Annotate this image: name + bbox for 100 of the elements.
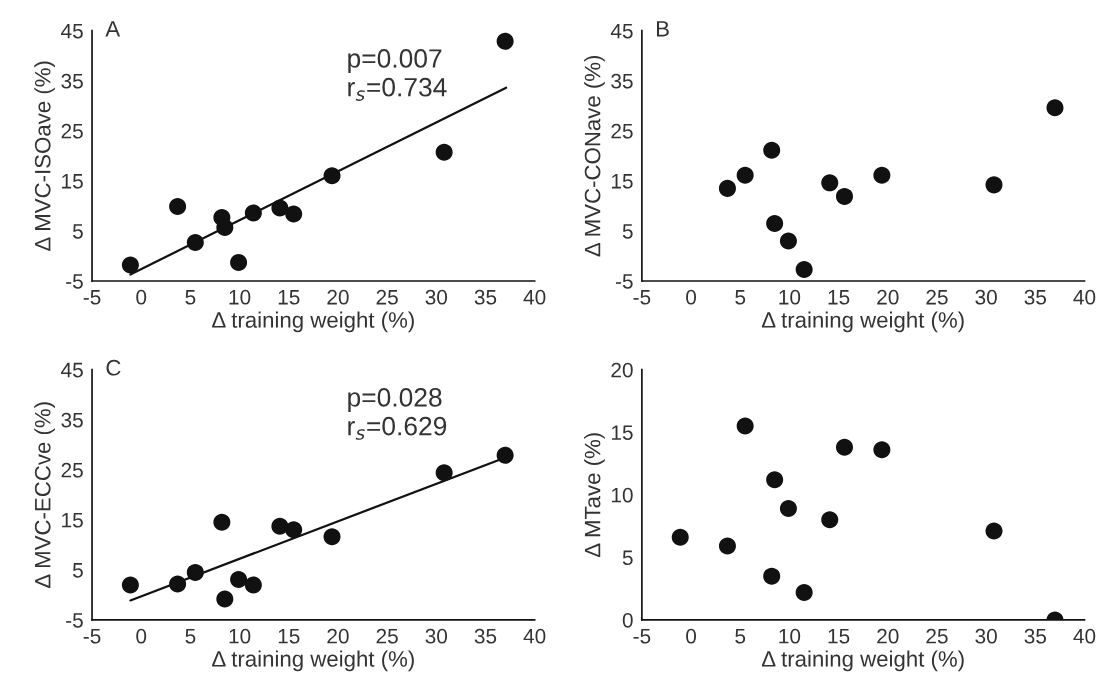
x-tick-label: 25 — [926, 628, 948, 644]
point — [230, 570, 248, 588]
y-tick-label: 45 — [61, 362, 83, 378]
point — [766, 471, 784, 489]
annotation: p=0.028 — [348, 388, 442, 412]
x-axis-title: Δ training weight (%) — [212, 650, 414, 672]
point — [1046, 99, 1064, 117]
point — [496, 32, 514, 50]
annotation: r$_{s}$=0.629 — [348, 416, 447, 440]
annotation: A — [105, 21, 121, 37]
y-tick-label: 45 — [610, 23, 633, 39]
y-axis-title: Δ MVC-ECCve (%) — [34, 402, 55, 588]
x-tick-label: 0 — [686, 628, 697, 644]
x-tick-label: 40 — [1073, 289, 1096, 305]
point — [779, 232, 797, 250]
point — [213, 513, 231, 531]
y-tick-label: 15 — [611, 174, 633, 189]
x-tick-label: 35 — [1024, 289, 1047, 305]
point — [873, 441, 891, 459]
y-tick-label: 20 — [611, 362, 633, 378]
y-tick-label: -5 — [66, 613, 83, 628]
point — [121, 576, 139, 594]
y-tick-label: -5 — [615, 274, 633, 289]
point — [169, 197, 187, 215]
annotation: B — [656, 21, 669, 37]
x-tick-label: 35 — [1024, 628, 1047, 644]
point — [873, 166, 891, 184]
y-tick-label: 35 — [61, 412, 83, 428]
x-axis-title: Δ training weight (%) — [761, 650, 964, 672]
point — [736, 166, 754, 184]
x-tick-label: 30 — [975, 289, 997, 305]
x-tick-label: 15 — [278, 629, 300, 644]
point — [323, 528, 341, 546]
x-tick-label: -5 — [633, 290, 651, 305]
x-tick-label: 5 — [735, 290, 746, 305]
x-tick-label: 35 — [474, 628, 497, 644]
annotation: C — [106, 359, 121, 376]
x-tick-label: 5 — [185, 290, 196, 305]
point — [835, 438, 853, 456]
point — [230, 253, 248, 271]
x-tick-label: 0 — [136, 628, 147, 644]
x-tick-label: 0 — [686, 289, 697, 305]
x-tick-label: 10 — [779, 289, 801, 305]
point — [821, 511, 839, 529]
x-tick-label: 15 — [828, 629, 850, 644]
y-tick-label: 35 — [611, 73, 633, 89]
point — [121, 256, 139, 274]
x-tick-label: 10 — [779, 628, 801, 644]
x-axis-title: Δ training weight (%) — [212, 311, 414, 333]
y-tick-label: 5 — [72, 563, 83, 578]
x-tick-label: 15 — [278, 290, 300, 305]
point — [271, 517, 289, 535]
point — [435, 143, 453, 161]
point — [985, 522, 1003, 540]
x-tick-label: 25 — [926, 289, 948, 305]
point — [718, 537, 736, 555]
point — [763, 567, 781, 585]
y-tick-label: 35 — [61, 73, 83, 89]
point — [821, 174, 839, 192]
x-tick-label: 0 — [136, 289, 147, 305]
y-axis-title: Δ MTave (%) — [584, 433, 605, 558]
point — [244, 576, 262, 594]
point — [671, 528, 689, 546]
point — [779, 500, 797, 518]
x-tick-label: 20 — [877, 628, 899, 644]
y-tick-label: 25 — [611, 123, 633, 139]
point — [795, 260, 813, 278]
x-tick-label: -5 — [83, 290, 101, 305]
y-tick-label: 25 — [61, 123, 83, 139]
point — [285, 205, 303, 223]
x-tick-label: 5 — [735, 629, 746, 644]
x-tick-label: -5 — [83, 629, 101, 644]
point — [763, 141, 781, 159]
x-tick-label: 30 — [975, 628, 997, 644]
point — [835, 187, 853, 205]
y-tick-label: 5 — [72, 224, 83, 239]
y-tick-label: 0 — [622, 612, 633, 628]
x-tick-label: 20 — [327, 289, 349, 305]
annotation: r$_{s}$=0.734 — [348, 77, 447, 101]
point — [736, 417, 754, 435]
x-axis-title: Δ training weight (%) — [761, 311, 964, 333]
x-tick-label: 35 — [474, 289, 497, 305]
x-tick-label: 40 — [523, 628, 546, 644]
y-tick-label: 15 — [62, 174, 83, 189]
point — [718, 179, 736, 197]
y-tick-label: 5 — [622, 550, 633, 566]
point — [285, 521, 303, 539]
y-tick-label: 5 — [622, 224, 633, 239]
annotation: p=0.007 — [348, 49, 442, 74]
point — [795, 583, 813, 601]
x-tick-label: 25 — [376, 289, 398, 305]
x-tick-label: 30 — [425, 628, 448, 644]
y-axis-title: Δ MVC-CONave (%) — [584, 55, 605, 257]
x-tick-label: 5 — [185, 629, 196, 644]
y-tick-label: 25 — [61, 462, 83, 478]
x-tick-label: 20 — [327, 628, 349, 644]
y-tick-label: 10 — [611, 487, 633, 503]
y-tick-label: -5 — [66, 274, 83, 289]
y-tick-label: 15 — [611, 425, 633, 440]
point — [216, 590, 234, 608]
